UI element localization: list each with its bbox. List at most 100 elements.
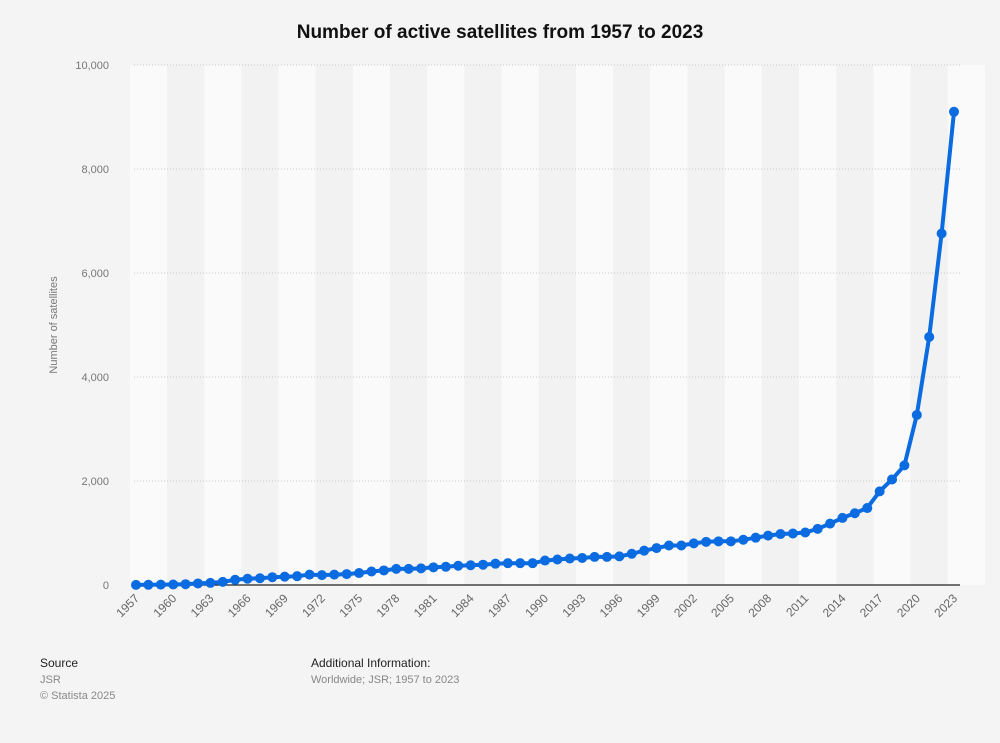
additional-info-value: Worldwide; JSR; 1957 to 2023 xyxy=(311,674,460,686)
background-band xyxy=(390,65,428,585)
source-label: Source xyxy=(40,656,79,670)
x-tick-label: 1972 xyxy=(299,591,328,620)
data-point xyxy=(738,534,749,545)
data-point xyxy=(478,559,489,570)
data-point xyxy=(416,563,427,574)
data-point xyxy=(812,523,823,534)
data-point xyxy=(540,555,550,566)
background-band xyxy=(278,65,316,585)
data-point xyxy=(899,460,910,471)
line-chart: 0 2,000 4,000 6,000 8,000 10,000 1957 1960 1963 1… xyxy=(48,60,961,621)
data-point xyxy=(230,574,241,585)
data-point xyxy=(614,551,625,562)
y-tick-label: 6,000 xyxy=(81,268,109,280)
data-point xyxy=(279,571,290,582)
data-point xyxy=(626,548,637,559)
data-point xyxy=(242,573,253,584)
data-point xyxy=(143,579,154,590)
x-tick-label: 1981 xyxy=(411,591,440,620)
data-point xyxy=(378,565,389,576)
data-point xyxy=(403,563,414,574)
x-tick-label: 1996 xyxy=(597,591,626,620)
x-tick-label: 1966 xyxy=(225,591,254,620)
data-point xyxy=(515,558,526,569)
background-band xyxy=(166,65,205,585)
data-point xyxy=(589,551,600,562)
background-band xyxy=(538,65,576,585)
x-tick-label: 1987 xyxy=(485,591,514,620)
data-point xyxy=(180,579,191,590)
data-point xyxy=(366,566,377,577)
data-point xyxy=(651,543,662,554)
data-point xyxy=(292,571,303,582)
data-point xyxy=(725,536,736,547)
background-band xyxy=(315,65,353,585)
background-band xyxy=(501,65,539,585)
data-point xyxy=(577,552,588,563)
data-point xyxy=(391,563,402,574)
data-point xyxy=(527,558,538,569)
data-point xyxy=(713,536,724,547)
data-point xyxy=(329,569,340,580)
data-point xyxy=(552,554,563,565)
data-point xyxy=(787,528,798,539)
data-point xyxy=(849,508,860,519)
data-point xyxy=(688,538,699,549)
background-band xyxy=(427,65,465,585)
y-tick-label: 4,000 xyxy=(81,372,109,384)
data-point xyxy=(837,512,848,523)
source-value: JSR xyxy=(40,674,61,686)
data-point xyxy=(155,579,166,590)
x-tick-label: 2011 xyxy=(783,591,811,619)
data-point xyxy=(874,486,885,497)
data-point xyxy=(639,545,650,556)
background-band xyxy=(204,65,242,585)
data-point xyxy=(949,106,959,117)
background-band xyxy=(761,65,800,585)
data-point xyxy=(205,577,216,588)
data-point xyxy=(341,569,352,580)
background-band xyxy=(464,65,502,585)
background-band xyxy=(650,65,688,585)
copyright-text: © Statista 2025 xyxy=(40,690,116,702)
data-point xyxy=(316,570,327,581)
background-band xyxy=(241,65,279,585)
data-point xyxy=(254,573,265,584)
data-point xyxy=(440,561,451,572)
data-point xyxy=(564,553,575,564)
background-band xyxy=(873,65,911,585)
data-point xyxy=(676,540,687,551)
x-tick-label: 2017 xyxy=(857,591,886,620)
data-point xyxy=(663,540,674,551)
data-point xyxy=(825,518,836,529)
x-tick-label: 1957 xyxy=(113,591,142,620)
data-point xyxy=(800,527,811,538)
x-tick-label: 2014 xyxy=(820,591,849,620)
data-point xyxy=(192,578,203,589)
x-tick-label: 2020 xyxy=(894,591,923,620)
data-point xyxy=(354,568,365,579)
data-point xyxy=(304,569,315,580)
additional-info-label: Additional Information: xyxy=(311,656,431,670)
x-tick-label: 2002 xyxy=(671,591,700,620)
x-tick-label: 2008 xyxy=(745,591,774,620)
background-band xyxy=(724,65,762,585)
x-tick-label: 1990 xyxy=(522,591,551,620)
background-band xyxy=(352,65,391,585)
data-point xyxy=(465,560,476,571)
data-point xyxy=(862,503,873,514)
data-point xyxy=(131,579,141,590)
data-point xyxy=(490,558,501,569)
x-tick-label: 1978 xyxy=(374,591,403,620)
chart-title: Number of active satellites from 1957 to… xyxy=(296,22,704,43)
data-point xyxy=(775,529,786,540)
data-point xyxy=(750,532,761,543)
x-tick-label: 1969 xyxy=(262,591,291,620)
x-tick-label: 1993 xyxy=(560,591,589,620)
data-point xyxy=(911,409,922,420)
y-tick-label: 8,000 xyxy=(81,164,109,176)
data-point xyxy=(701,536,712,547)
x-tick-label: 1960 xyxy=(151,591,180,620)
data-point xyxy=(887,474,898,485)
x-tick-label: 1975 xyxy=(336,591,365,620)
